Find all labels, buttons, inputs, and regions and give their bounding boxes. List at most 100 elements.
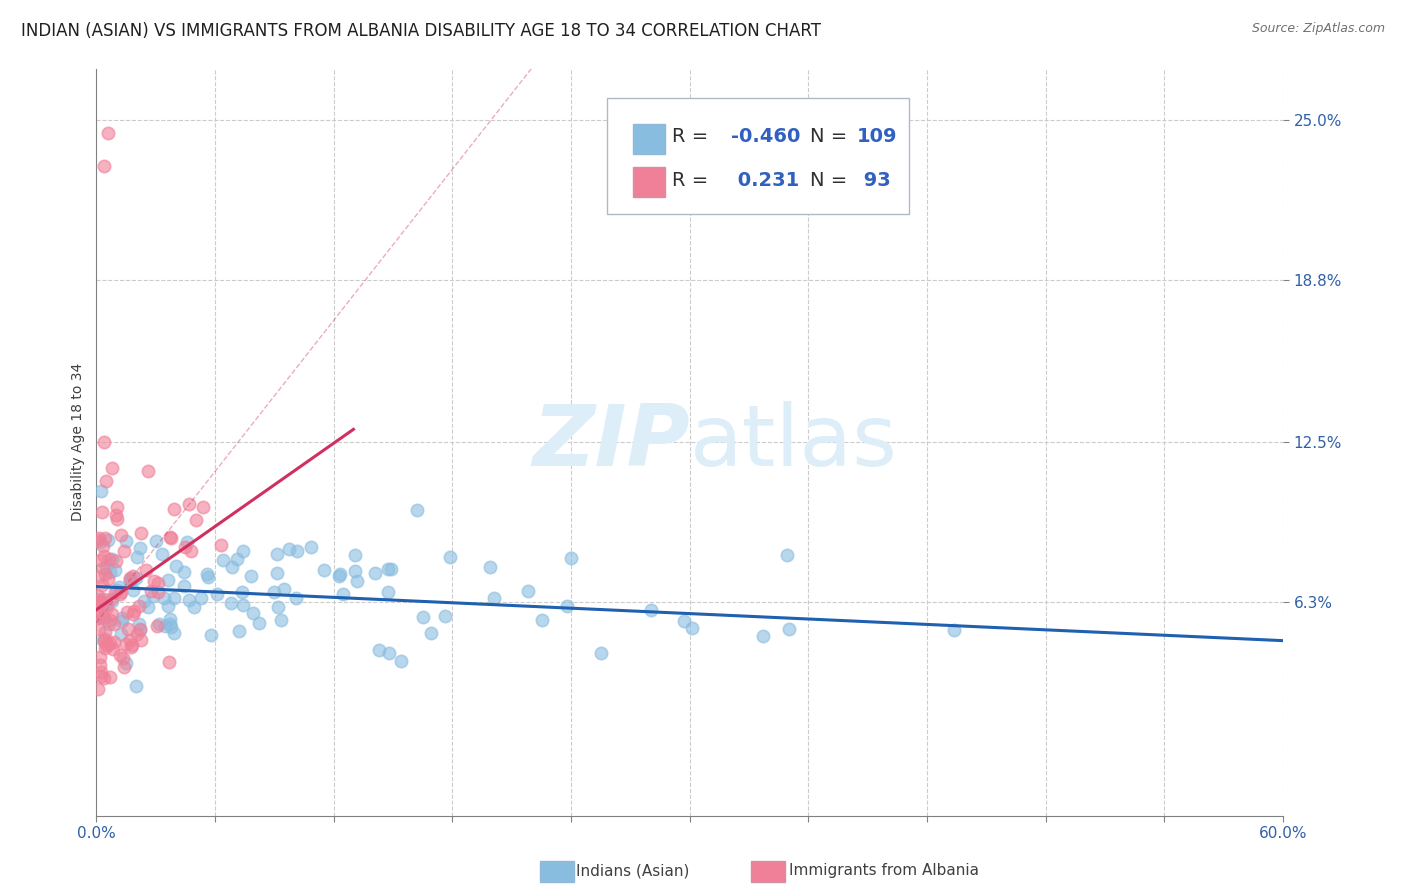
Point — [94, 624, 117, 639]
Point — [159, 616, 181, 631]
FancyBboxPatch shape — [633, 124, 665, 154]
Point — [211, 553, 233, 567]
Point — [98, 670, 121, 684]
Point — [112, 651, 135, 665]
Point — [190, 591, 212, 605]
Point — [93, 671, 115, 685]
Point — [100, 591, 122, 606]
Point — [125, 571, 148, 585]
Point — [110, 648, 132, 662]
Point — [96, 474, 118, 488]
Point — [108, 580, 131, 594]
Point — [103, 641, 125, 656]
Point — [125, 550, 148, 565]
Point — [150, 547, 173, 561]
Text: ZIP: ZIP — [531, 401, 690, 483]
Point — [89, 591, 111, 606]
Point — [129, 633, 152, 648]
Point — [299, 541, 322, 555]
Point — [93, 549, 115, 563]
Point — [87, 594, 110, 608]
FancyBboxPatch shape — [633, 168, 665, 197]
Point — [104, 508, 127, 522]
Point — [412, 610, 434, 624]
Point — [115, 605, 138, 619]
Point — [93, 609, 115, 624]
Point — [180, 543, 202, 558]
Point — [87, 589, 110, 603]
Point — [364, 566, 387, 581]
Point — [776, 548, 799, 562]
Point — [148, 616, 170, 631]
Text: R =: R = — [672, 170, 714, 190]
Point — [142, 589, 165, 603]
Point — [173, 566, 195, 580]
Point — [278, 541, 301, 556]
Point — [87, 533, 110, 548]
Point — [159, 612, 181, 626]
Point — [263, 585, 285, 599]
Point — [110, 627, 132, 641]
Text: N =: N = — [810, 170, 853, 190]
Text: 0.231: 0.231 — [731, 170, 800, 190]
Point — [267, 600, 290, 615]
Point — [273, 582, 295, 596]
Point — [183, 599, 205, 614]
Point — [368, 642, 391, 657]
Point — [209, 538, 232, 552]
Point — [91, 539, 114, 553]
Point — [328, 569, 350, 583]
Point — [93, 641, 115, 656]
Point — [778, 623, 800, 637]
Point — [91, 578, 114, 592]
Text: N =: N = — [810, 128, 853, 146]
Point — [105, 583, 128, 598]
Point — [111, 611, 134, 625]
Text: Immigrants from Albania: Immigrants from Albania — [789, 863, 979, 878]
Point — [231, 585, 253, 599]
Point — [91, 611, 114, 625]
Point — [101, 461, 124, 475]
Point — [90, 594, 112, 608]
Point — [125, 627, 148, 641]
Point — [377, 585, 399, 599]
Point — [157, 655, 180, 669]
Point — [405, 503, 427, 517]
Point — [94, 632, 117, 646]
Point — [419, 626, 441, 640]
Point — [122, 607, 145, 622]
Point — [107, 512, 129, 526]
Point — [942, 623, 965, 637]
Point — [266, 566, 288, 580]
Point — [120, 632, 142, 647]
Point — [97, 638, 120, 652]
Point — [270, 613, 292, 627]
Point — [94, 531, 117, 545]
Point — [97, 126, 120, 140]
Point — [752, 629, 775, 643]
Point — [93, 634, 115, 648]
Point — [108, 587, 131, 601]
Point — [225, 552, 247, 566]
Point — [132, 594, 155, 608]
Point — [145, 533, 167, 548]
Point — [378, 646, 401, 660]
Point — [640, 603, 662, 617]
Text: INDIAN (ASIAN) VS IMMIGRANTS FROM ALBANIA DISABILITY AGE 18 TO 34 CORRELATION CH: INDIAN (ASIAN) VS IMMIGRANTS FROM ALBANI… — [21, 22, 821, 40]
Point — [159, 531, 181, 545]
Point — [146, 585, 169, 599]
Point — [247, 616, 270, 631]
Point — [87, 681, 110, 696]
Point — [115, 534, 138, 549]
Point — [242, 606, 264, 620]
Y-axis label: Disability Age 18 to 34: Disability Age 18 to 34 — [72, 363, 86, 521]
Text: 93: 93 — [858, 170, 891, 190]
Point — [100, 607, 122, 622]
Point — [135, 563, 157, 577]
Point — [93, 566, 115, 581]
Point — [98, 551, 121, 566]
Point — [478, 559, 501, 574]
Point — [93, 591, 115, 606]
Point — [434, 608, 457, 623]
Point — [129, 541, 152, 555]
